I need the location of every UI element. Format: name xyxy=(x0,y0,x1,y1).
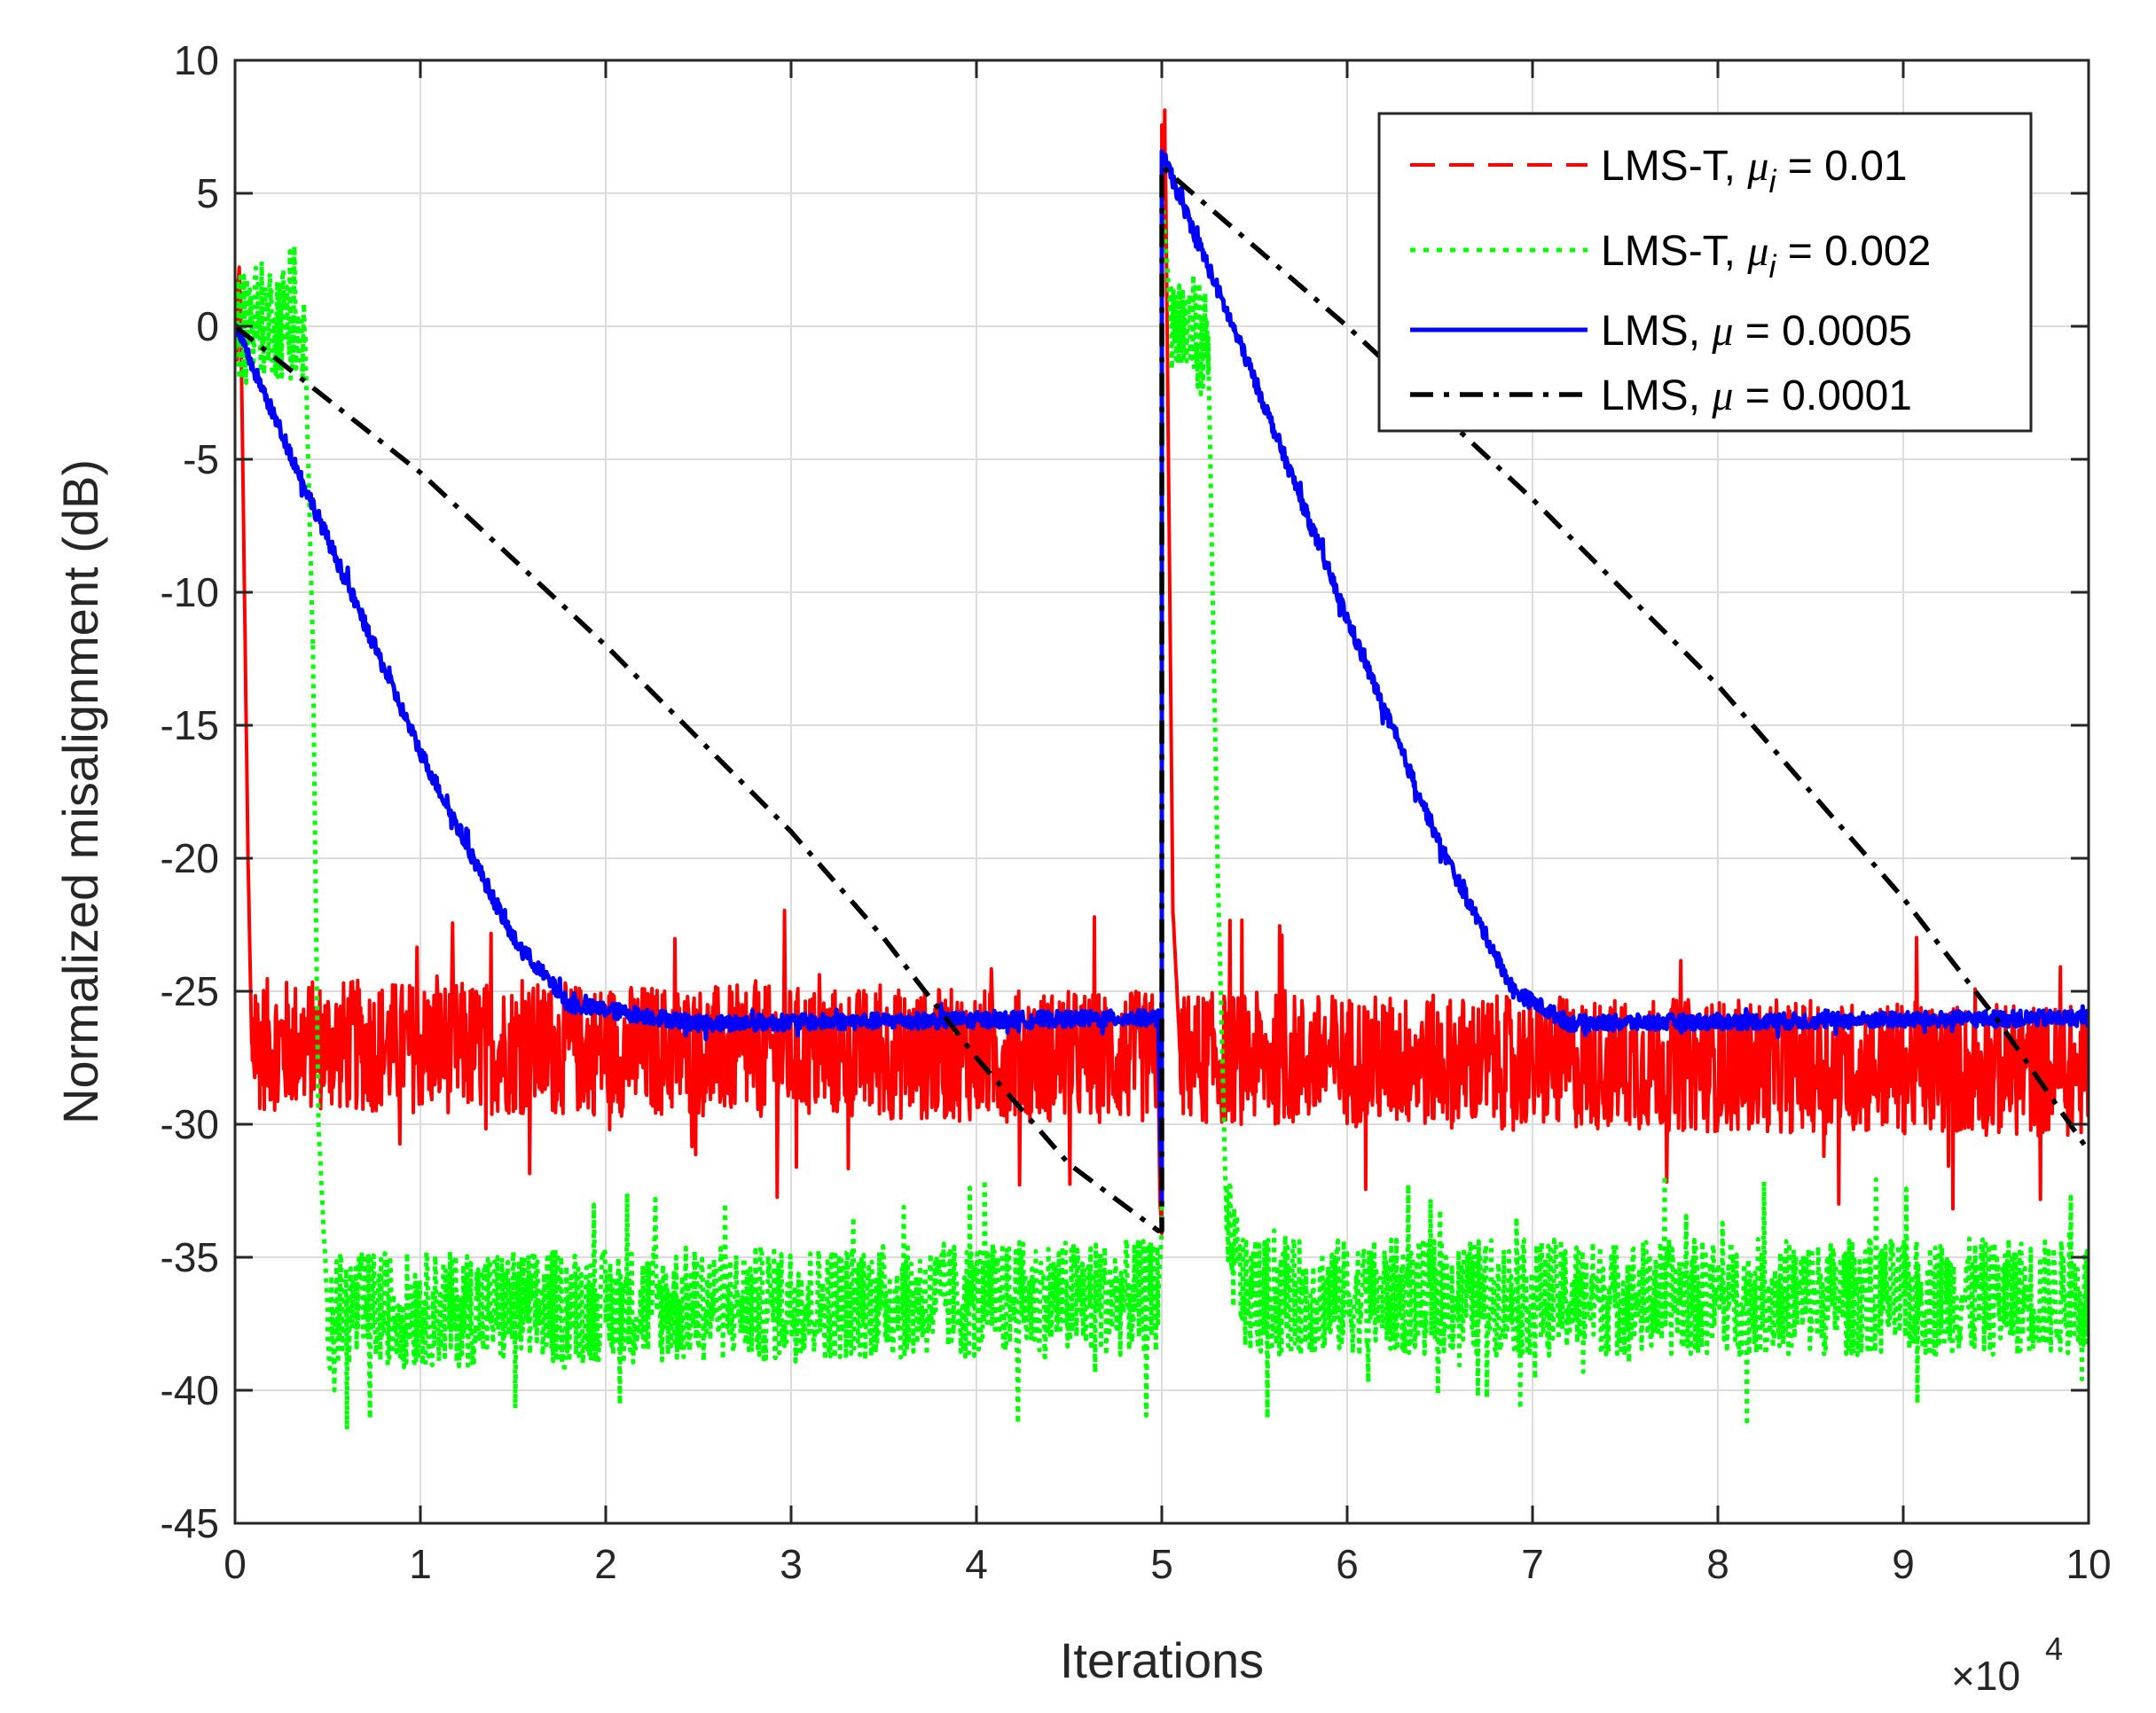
x-multiplier-base: ×10 xyxy=(1951,1653,2020,1699)
x-tick-label: 8 xyxy=(1706,1541,1729,1587)
x-axis-multiplier: ×10 4 xyxy=(1951,1631,2063,1699)
legend-label-3: LMS, μ = 0.0005 xyxy=(1601,308,1912,355)
series-layer xyxy=(235,108,2089,1432)
y-tick-label: 10 xyxy=(174,37,219,83)
legend-box xyxy=(1377,112,2033,433)
x-tick-labels: 0 1 2 3 4 5 6 7 8 9 10 xyxy=(223,1541,2111,1587)
x-tick-label: 9 xyxy=(1892,1541,1915,1587)
y-tick-label: -35 xyxy=(161,1234,219,1280)
x-axis-label: Iterations xyxy=(1060,1632,1264,1688)
legend-label-2: LMS-T, μi = 0.002 xyxy=(1601,228,1931,285)
x-tick-label: 0 xyxy=(223,1541,247,1587)
x-tick-label: 7 xyxy=(1521,1541,1544,1587)
y-tick-labels: 10 5 0 -5 -10 -15 -20 -25 -30 -35 -40 -45 xyxy=(161,37,219,1546)
x-tick-label: 3 xyxy=(780,1541,803,1587)
y-tick-label: -20 xyxy=(161,835,219,881)
y-tick-label: -15 xyxy=(161,702,219,748)
x-tick-label: 6 xyxy=(1336,1541,1359,1587)
x-tick-label: 2 xyxy=(594,1541,617,1587)
x-tick-label: 5 xyxy=(1150,1541,1173,1587)
y-tick-label: -40 xyxy=(161,1367,219,1413)
series-line-2 xyxy=(235,191,2089,1432)
legend: LMS-T, μi = 0.01 LMS-T, μi = 0.002 LMS, μ … xyxy=(1377,112,2033,433)
y-tick-label: -25 xyxy=(161,968,219,1014)
legend-label-4: LMS, μ = 0.0001 xyxy=(1601,372,1912,419)
y-axis-label: Normalized misalignment (dB) xyxy=(52,459,108,1124)
x-tick-label: 4 xyxy=(965,1541,988,1587)
y-tick-label: 0 xyxy=(196,303,219,349)
x-multiplier-exponent: 4 xyxy=(2045,1631,2063,1667)
y-tick-label: -30 xyxy=(161,1101,219,1147)
y-tick-label: -5 xyxy=(183,436,219,482)
legend-label-1: LMS-T, μi = 0.01 xyxy=(1601,143,1908,199)
y-tick-label: -10 xyxy=(161,569,219,615)
series-line-1 xyxy=(235,108,2089,1235)
x-tick-label: 10 xyxy=(2066,1541,2111,1587)
series-line-4 xyxy=(235,164,2089,1233)
tick-marks xyxy=(233,59,2090,1525)
y-tick-label: 5 xyxy=(196,170,219,216)
y-tick-label: -45 xyxy=(161,1500,219,1546)
x-tick-label: 1 xyxy=(409,1541,432,1587)
